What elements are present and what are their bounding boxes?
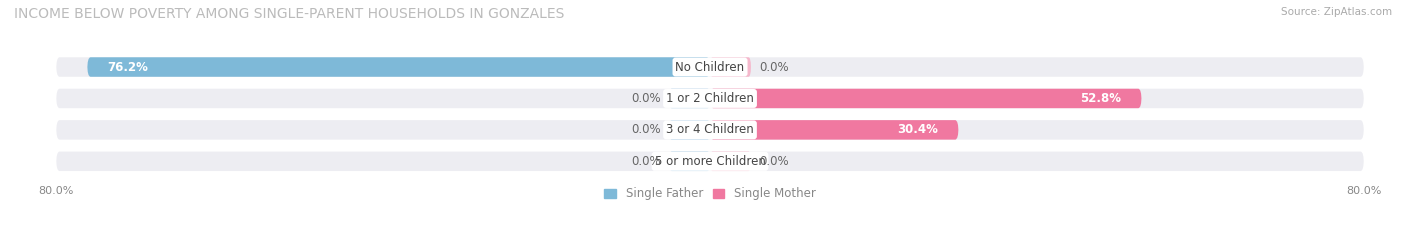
FancyBboxPatch shape	[710, 152, 751, 171]
Text: 5 or more Children: 5 or more Children	[655, 155, 765, 168]
Text: 30.4%: 30.4%	[897, 123, 938, 136]
FancyBboxPatch shape	[710, 120, 959, 140]
FancyBboxPatch shape	[710, 57, 751, 77]
Text: 52.8%: 52.8%	[1080, 92, 1121, 105]
Legend: Single Father, Single Mother: Single Father, Single Mother	[605, 187, 815, 200]
Text: 3 or 4 Children: 3 or 4 Children	[666, 123, 754, 136]
Text: 0.0%: 0.0%	[631, 92, 661, 105]
Text: 0.0%: 0.0%	[631, 155, 661, 168]
FancyBboxPatch shape	[56, 152, 1364, 171]
FancyBboxPatch shape	[56, 57, 1364, 77]
Text: 0.0%: 0.0%	[631, 123, 661, 136]
FancyBboxPatch shape	[56, 120, 1364, 140]
Text: INCOME BELOW POVERTY AMONG SINGLE-PARENT HOUSEHOLDS IN GONZALES: INCOME BELOW POVERTY AMONG SINGLE-PARENT…	[14, 7, 564, 21]
FancyBboxPatch shape	[710, 89, 1142, 108]
FancyBboxPatch shape	[669, 89, 710, 108]
Text: No Children: No Children	[675, 61, 745, 74]
FancyBboxPatch shape	[87, 57, 710, 77]
Text: 76.2%: 76.2%	[108, 61, 149, 74]
Text: Source: ZipAtlas.com: Source: ZipAtlas.com	[1281, 7, 1392, 17]
FancyBboxPatch shape	[669, 120, 710, 140]
Text: 0.0%: 0.0%	[759, 155, 789, 168]
Text: 1 or 2 Children: 1 or 2 Children	[666, 92, 754, 105]
Text: 0.0%: 0.0%	[759, 61, 789, 74]
FancyBboxPatch shape	[669, 152, 710, 171]
FancyBboxPatch shape	[56, 89, 1364, 108]
